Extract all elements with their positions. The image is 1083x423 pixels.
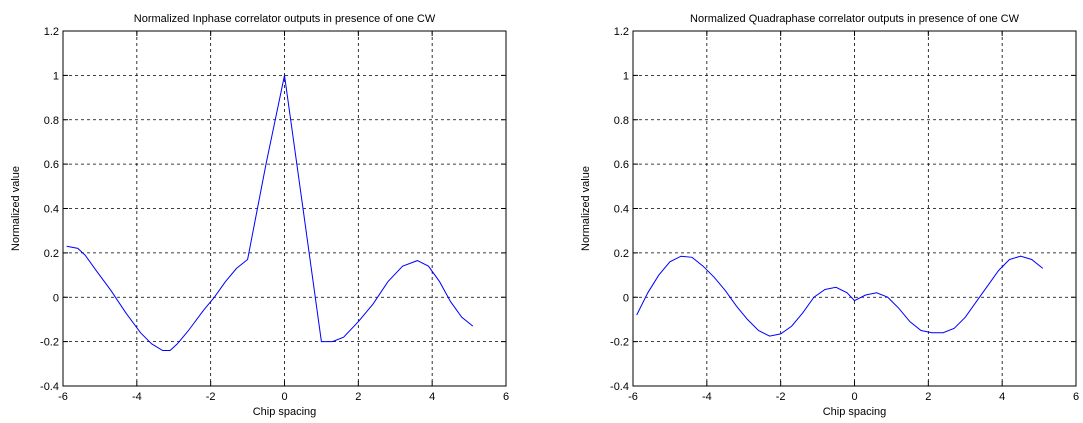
- inphase-y-tick-label: -0.2: [40, 337, 59, 349]
- inphase-x-tick-label: 2: [355, 391, 361, 403]
- quadraphase-grid: [633, 31, 1076, 386]
- quadraphase-series-line: [636, 255, 1044, 337]
- quadraphase-y-tick-label: 0.8: [614, 115, 629, 127]
- quadraphase-chart: -6 -4 -2 0 2 4 6 -0.4 -0.2 0 0.2 0.4 0.6 0.8 1 1.2 Norm…: [580, 13, 1079, 418]
- quadraphase-y-tick-label: -0.2: [610, 337, 629, 349]
- quadraphase-chart-title: Normalized Quadraphase correlator output…: [690, 13, 1020, 25]
- inphase-chart-title: Normalized Inphase correlator outputs in…: [134, 13, 436, 25]
- quadraphase-x-tick-label: -2: [776, 391, 786, 403]
- inphase-x-axis-label: Chip spacing: [253, 406, 317, 418]
- inphase-y-tick-label: -0.4: [40, 381, 59, 393]
- inphase-ticks: -6 -4 -2 0 2 4 6 -0.4 -0.2 0 0.2 0.4 0.6 0.8 1 1.2: [40, 26, 509, 403]
- inphase-chart: -6 -4 -2 0 2 4 6 -0.4 -0.2 0 0.2 0.4 0.6 0.8 1 1.2 Norm…: [10, 13, 509, 418]
- quadraphase-y-tick-label: 0.2: [614, 248, 629, 260]
- inphase-x-tick-label: 4: [429, 391, 435, 403]
- inphase-x-tick-label: 0: [281, 391, 287, 403]
- inphase-y-tick-label: 0.6: [44, 159, 59, 171]
- quadraphase-ticks: -6 -4 -2 0 2 4 6 -0.4 -0.2 0 0.2 0.4 0.6 0.8 1 1.2: [610, 26, 1079, 403]
- quadraphase-line-layer: [636, 255, 1044, 337]
- quadraphase-y-axis-label: Normalized value: [580, 166, 592, 251]
- inphase-x-tick-label: -2: [206, 391, 216, 403]
- inphase-y-tick-label: 0.8: [44, 115, 59, 127]
- inphase-series-line: [66, 75, 474, 351]
- inphase-y-tick-label: 0: [53, 292, 59, 304]
- quadraphase-x-tick-label: 4: [999, 391, 1005, 403]
- quadraphase-x-tick-label: 0: [851, 391, 857, 403]
- inphase-y-tick-label: 1.2: [44, 26, 59, 38]
- inphase-x-tick-label: 6: [503, 391, 509, 403]
- quadraphase-y-tick-label: 1.2: [614, 26, 629, 38]
- inphase-x-tick-label: -4: [132, 391, 142, 403]
- quadraphase-x-tick-label: 2: [925, 391, 931, 403]
- inphase-y-axis-label: Normalized value: [10, 166, 22, 251]
- quadraphase-x-axis-label: Chip spacing: [823, 406, 887, 418]
- quadraphase-x-tick-label: -4: [702, 391, 712, 403]
- quadraphase-x-tick-label: 6: [1073, 391, 1079, 403]
- quadraphase-y-tick-label: 1: [623, 70, 629, 82]
- inphase-y-tick-label: 0.4: [44, 204, 59, 216]
- inphase-grid: [63, 31, 506, 386]
- quadraphase-y-tick-label: 0.4: [614, 204, 629, 216]
- inphase-line-layer: [66, 75, 474, 351]
- quadraphase-y-tick-label: -0.4: [610, 381, 629, 393]
- inphase-x-tick-label: -6: [58, 391, 68, 403]
- inphase-y-tick-label: 1: [53, 70, 59, 82]
- inphase-y-tick-label: 0.2: [44, 248, 59, 260]
- quadraphase-x-tick-label: -6: [628, 391, 638, 403]
- quadraphase-y-tick-label: 0: [623, 292, 629, 304]
- quadraphase-y-tick-label: 0.6: [614, 159, 629, 171]
